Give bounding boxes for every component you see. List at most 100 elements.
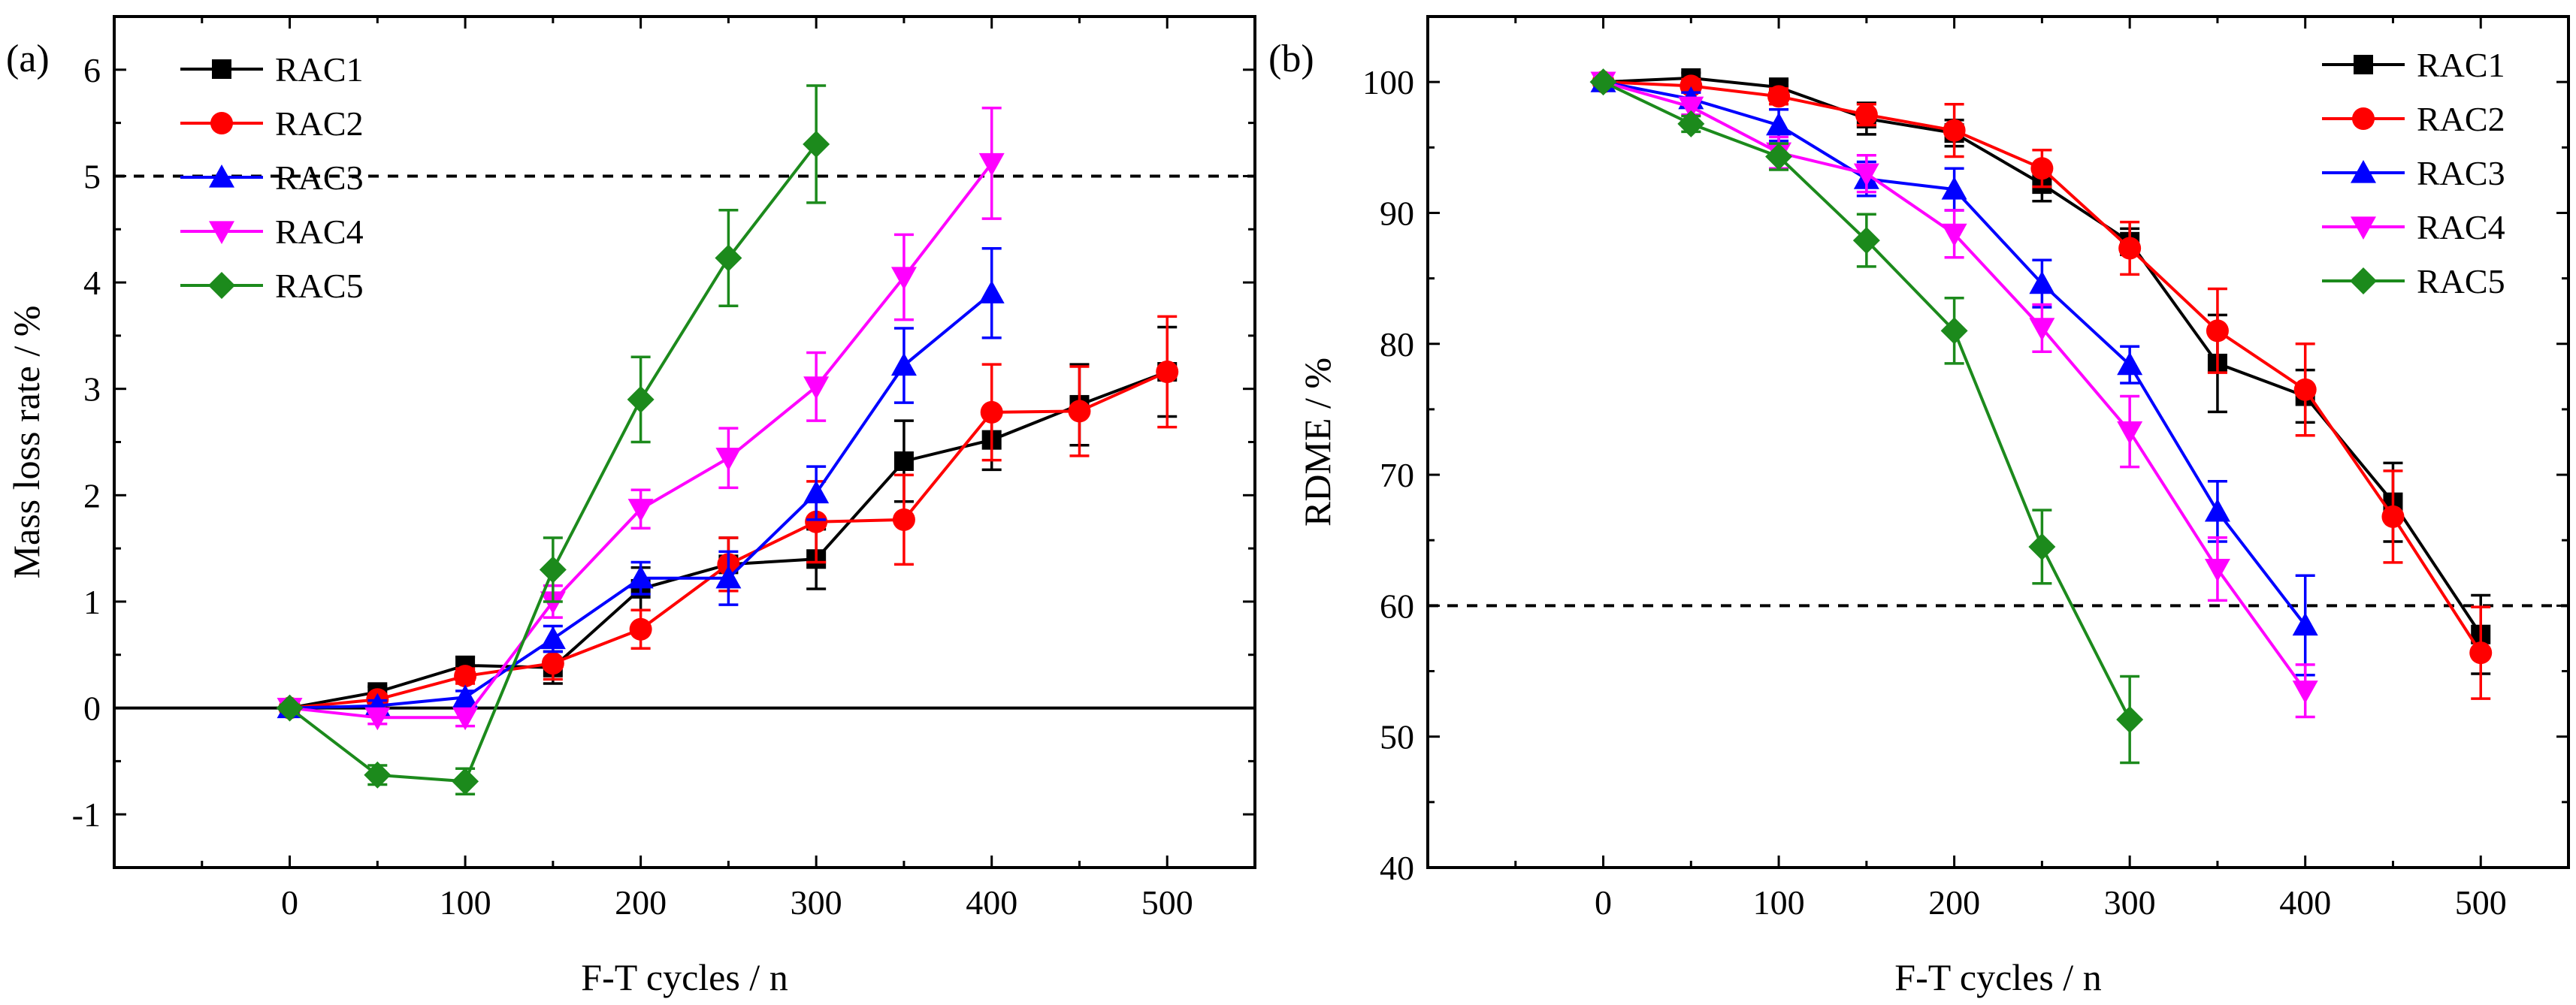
a-plot-frame <box>113 15 1256 869</box>
b-data-point-rac4 <box>1678 96 1704 120</box>
b-data-point-rac3 <box>2029 270 2055 294</box>
a-x-tick-label: 400 <box>966 883 1017 922</box>
b-data-point-rac4 <box>1853 163 1879 187</box>
a-data-point-rac4 <box>627 499 654 522</box>
b-y-tick-label: 40 <box>1380 849 1414 887</box>
b-legend-marker-rac1 <box>2354 55 2373 74</box>
b-legend-label-rac3: RAC3 <box>2417 154 2505 192</box>
a-x-tick-label: 100 <box>440 883 491 922</box>
a-legend-marker-rac3 <box>209 164 234 188</box>
a-data-point-rac2 <box>892 508 915 531</box>
b-legend: RAC1 RAC2 RAC3 RAC4 RAC5 <box>2322 46 2505 300</box>
a-data-point-rac5 <box>715 244 742 272</box>
a-legend-label-rac4: RAC4 <box>275 213 364 251</box>
a-y-tick-label: -1 <box>72 795 101 834</box>
a-data-point-rac5 <box>627 385 655 413</box>
a-data-point-rac4 <box>715 448 742 471</box>
b-data-point-rac4 <box>2117 421 2143 445</box>
a-y-tick-label: 4 <box>83 264 101 302</box>
b-data-point-rac2 <box>1855 103 1878 126</box>
b-data-point-rac3 <box>1941 177 1967 200</box>
b-y-tick-label: 60 <box>1380 587 1414 625</box>
b-y-tick-label: 100 <box>1362 63 1414 101</box>
a-data-point-rac3 <box>803 480 830 504</box>
a-data-point-rac4 <box>890 267 917 290</box>
b-data-point-rac2 <box>1943 119 1966 142</box>
a-data-point-rac5 <box>452 768 479 795</box>
a-data-point-rac4 <box>978 152 1005 177</box>
a-data-point-rac3 <box>540 626 566 650</box>
a-x-tick-label: 0 <box>281 883 298 922</box>
b-y-tick-label: 90 <box>1380 194 1414 232</box>
b-data-point-rac5 <box>1852 227 1880 255</box>
b-legend-marker-rac5 <box>2350 267 2377 294</box>
b-x-tick-label: 200 <box>1928 883 1980 922</box>
b-y-axis-title: RDME / % <box>1296 358 1338 527</box>
b-legend-label-rac5: RAC5 <box>2417 262 2505 300</box>
b-series-rac4 <box>1590 71 2318 719</box>
b-legend-marker-rac3 <box>2351 160 2376 183</box>
panel-a-mass-loss-chart: 0 100 200 300 400 500 -1 0 1 2 3 4 5 6 F-T cycles / n M… <box>5 15 1256 998</box>
b-data-point-rac2 <box>2030 157 2054 180</box>
b-legend-marker-rac2 <box>2352 107 2375 130</box>
a-data-point-rac2 <box>805 510 828 533</box>
a-data-point-rac4 <box>452 707 479 731</box>
b-x-tick-label: 400 <box>2279 883 2331 922</box>
a-data-point-rac5 <box>276 694 304 722</box>
b-x-axis-title: F-T cycles / n <box>1894 956 2101 998</box>
a-series-rac1 <box>280 325 1178 718</box>
a-y-tick-label: 3 <box>83 370 101 409</box>
b-data-point-rac2 <box>2469 641 2493 665</box>
b-series-rac5 <box>1589 68 2144 765</box>
b-data-point-rac5 <box>1677 110 1705 137</box>
a-data-point-rac2 <box>1156 361 1179 384</box>
a-data-point-rac2 <box>541 652 564 675</box>
a-data-point-rac5 <box>364 761 392 789</box>
a-series-rac3 <box>277 246 1005 719</box>
a-y-tick-label: 0 <box>83 690 101 728</box>
a-data-point-rac3 <box>715 565 742 589</box>
b-data-point-rac4 <box>2029 318 2055 341</box>
a-data-point-rac2 <box>980 400 1003 424</box>
a-y-axis-title: Mass loss rate / % <box>5 306 47 579</box>
b-data-point-rac4 <box>1941 223 1967 247</box>
a-data-point-rac3 <box>627 565 654 589</box>
b-data-point-rac5 <box>1940 317 1968 345</box>
a-legend-label-rac5: RAC5 <box>275 267 364 305</box>
b-x-tick-label: 100 <box>1753 883 1805 922</box>
a-panel-label: (a) <box>6 38 50 80</box>
b-legend-label-rac4: RAC4 <box>2417 208 2505 246</box>
b-data-point-rac5 <box>1589 68 1617 96</box>
a-series-rac2 <box>278 315 1179 720</box>
a-x-axis-title: F-T cycles / n <box>581 956 788 998</box>
a-data-point-rac3 <box>452 684 479 708</box>
b-plot-frame <box>1426 15 2570 869</box>
a-y-tick-label: 5 <box>83 157 101 195</box>
b-data-point-rac3 <box>2292 612 2318 636</box>
b-y-tick-label: 50 <box>1380 718 1414 756</box>
a-data-point-rac3 <box>978 280 1005 303</box>
b-x-tick-label: 500 <box>2455 883 2507 922</box>
b-data-point-rac2 <box>2118 237 2142 260</box>
b-data-point-rac3 <box>2117 352 2143 376</box>
a-legend-label-rac2: RAC2 <box>275 104 364 143</box>
b-y-tick-label: 70 <box>1380 456 1414 494</box>
b-data-point-rac5 <box>2028 533 2056 560</box>
a-data-point-rac4 <box>364 707 391 731</box>
a-y-tick-label: 1 <box>83 583 101 621</box>
a-legend: RAC1 RAC2 RAC3 RAC4 RAC5 <box>180 50 364 305</box>
a-x-tick-label: 200 <box>615 883 667 922</box>
a-data-point-rac4 <box>803 376 830 400</box>
b-y-tick-label: 80 <box>1380 325 1414 364</box>
b-legend-label-rac2: RAC2 <box>2417 100 2505 138</box>
a-y-tick-label: 2 <box>83 476 101 515</box>
b-data-point-rac5 <box>1765 143 1793 171</box>
a-data-point-rac3 <box>890 352 917 376</box>
a-data-point-rac5 <box>539 556 567 584</box>
b-data-point-rac4 <box>2204 558 2230 582</box>
a-legend-marker-rac4 <box>209 221 234 244</box>
b-data-point-rac4 <box>2292 681 2318 704</box>
a-y-tick-label: 6 <box>83 51 101 89</box>
a-legend-marker-rac5 <box>208 272 235 299</box>
